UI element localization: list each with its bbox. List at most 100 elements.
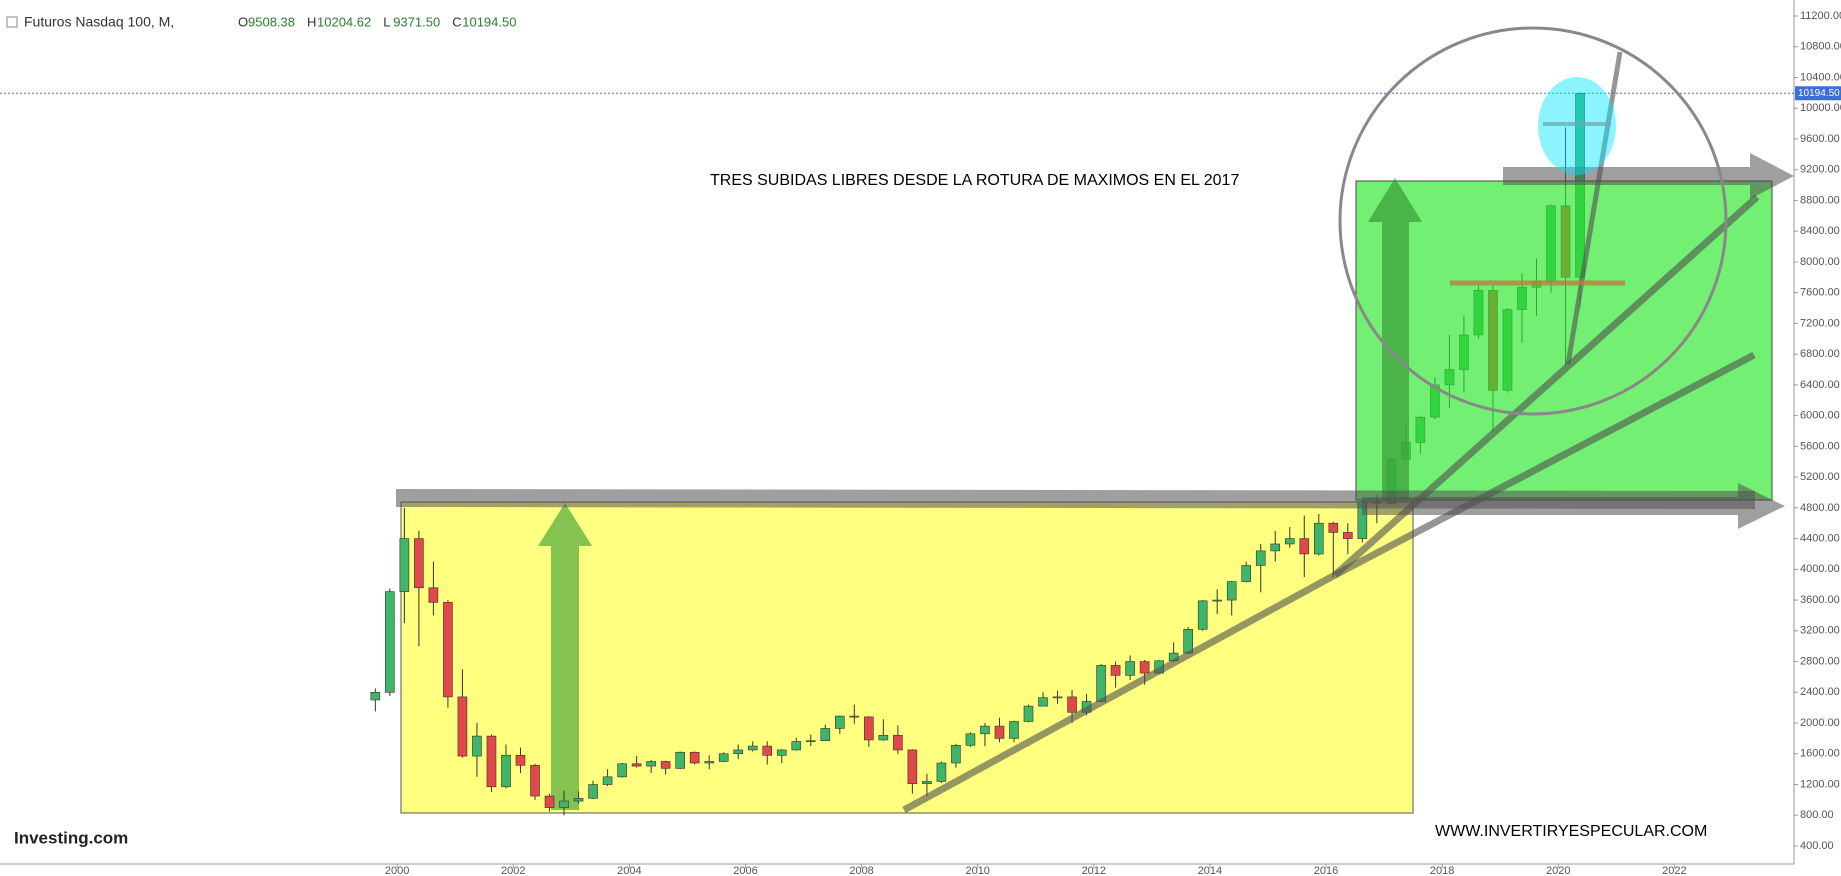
candle-body [704,761,714,764]
candle-body [573,798,584,802]
y-tick-label: 400.00 [1800,840,1834,852]
y-tick-label: 7200.00 [1800,317,1840,329]
candle-body [414,538,424,589]
last-price-tag [1795,86,1841,101]
ohlc-key: O [238,14,248,29]
y-tick-label: 6000.00 [1800,410,1840,422]
highlight-circle [1338,26,1728,416]
x-tick-label: 2004 [617,865,641,876]
candle-body [660,761,671,769]
candle-body [1096,665,1106,702]
candle-body [486,735,497,788]
candle-body [559,800,569,808]
y-tick-label: 4000.00 [1800,563,1840,575]
y-tick-label: 4400.00 [1800,532,1840,544]
candle-body [617,763,627,778]
y-tick-label: 1600.00 [1800,748,1840,760]
collapse-icon[interactable] [6,16,18,28]
y-tick-label: 10400.00 [1800,71,1841,83]
y-tick-label: 8400.00 [1800,225,1840,237]
candle-body [1226,581,1237,601]
trend-line [1565,51,1623,365]
highlight-ellipse [1538,77,1616,175]
candle-body [457,696,468,757]
y-tick-label: 2400.00 [1800,686,1840,698]
candle-body [1299,538,1310,555]
x-tick-label: 2002 [501,865,525,876]
y-tick-label: 10800.00 [1800,41,1841,53]
ohlc: O 9508.38 H 10204.62 L 9371.50 C 10194.50 [238,14,516,29]
candle-body [1038,697,1048,707]
symbol: Futuros Nasdaq 100, M, [24,14,174,30]
candle-body [776,749,787,756]
y-tick-label: 2800.00 [1800,655,1840,667]
candle-body [689,751,700,764]
ohlc-value: 9371.50 [393,14,440,29]
breakout-box [1355,180,1773,501]
source-logo: Investing.com [14,828,128,847]
candle-body [733,749,744,755]
candle-body [878,735,889,741]
y-tick-label: 9200.00 [1800,164,1840,176]
trend-line [1333,351,1756,579]
candle-body [428,587,439,603]
candle-body [907,749,918,785]
y-tick-label: 9600.00 [1800,133,1840,145]
ohlc-value: 10204.62 [317,14,371,29]
candle-body [1284,538,1295,545]
y-tick-label: 5200.00 [1800,471,1840,483]
candle-body [530,765,540,797]
x-tick-label: 2012 [1082,865,1106,876]
y-tick-label: 7600.00 [1800,287,1840,299]
y-tick-label: 8000.00 [1800,256,1840,268]
candle-body [1110,665,1121,676]
candle-body [399,538,410,592]
candle-body [1270,543,1281,552]
drawings-over [396,26,1794,814]
last-price-label: 10194.50 [1798,88,1840,99]
y-tick-label: 5600.00 [1800,440,1840,452]
candle-body [1255,550,1266,566]
y-tick-label: 3200.00 [1800,625,1840,637]
candle-body [602,776,613,785]
y-tick-label: 6400.00 [1800,379,1840,391]
y-tick-label: 1200.00 [1800,778,1840,790]
candle-body [922,781,932,785]
candle-body [1328,522,1339,533]
candle-body [747,745,758,751]
y-tick-label: 8800.00 [1800,194,1840,206]
x-tick-label: 2008 [849,865,873,876]
ohlc-key: H [307,14,316,29]
candle-body [1067,696,1077,713]
candle-body [646,761,656,767]
candle-body [1313,522,1324,555]
candle-body [675,751,685,769]
gray-arrow [1503,153,1794,199]
x-tick-label: 2018 [1430,865,1454,876]
candle-body [718,753,729,762]
candle-body [515,755,526,766]
x-tick-label: 2006 [733,865,757,876]
candle-body [1212,599,1222,602]
candle-body [1139,661,1150,674]
candle-body [805,740,816,743]
y-tick-label: 3600.00 [1800,594,1840,606]
arrow-head [538,503,592,546]
x-tick-label: 2000 [385,865,409,876]
candle-body [1343,532,1353,539]
y-tick-label: 4800.00 [1800,502,1840,514]
candle-body [385,591,395,693]
candle-body [994,725,1005,739]
y-tick-label: 800.00 [1800,809,1834,821]
candle-body [1023,705,1034,722]
y-tick-label: 6800.00 [1800,348,1840,360]
candle-body [631,763,642,767]
candle-body [951,745,961,764]
candle-body [588,784,598,799]
y-tick-label: 11200.00 [1800,10,1841,22]
ohlc-key: C [452,14,461,29]
x-tick-label: 2010 [965,865,989,876]
watermark: WWW.INVERTIRYESPECULAR.COM [1435,823,1707,840]
